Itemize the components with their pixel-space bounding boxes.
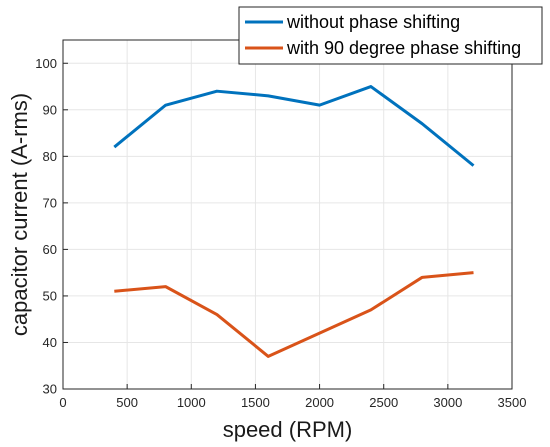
series-group (113, 85, 475, 358)
x-tick-label: 2000 (305, 395, 334, 410)
x-tick-label: 1500 (241, 395, 270, 410)
y-axis-title: capacitor current (A-rms) (7, 93, 32, 336)
x-axis-title: speed (RPM) (223, 417, 353, 442)
y-tick-label: 30 (43, 382, 57, 397)
series-line-with-90-degree-phase-shifting (114, 271, 474, 358)
legend: without phase shifting with 90 degree ph… (238, 6, 543, 65)
legend-label-without-phase-shifting: without phase shifting (286, 12, 460, 32)
y-tick-label: 50 (43, 288, 57, 303)
y-tick-label: 70 (43, 195, 57, 210)
y-tick-label: 90 (43, 102, 57, 117)
x-tick-label: 3500 (498, 395, 527, 410)
y-tick-label: 100 (35, 56, 57, 71)
legend-box (238, 6, 543, 65)
x-tick-label: 3000 (433, 395, 462, 410)
y-tick-label: 40 (43, 335, 57, 350)
y-tick-label: 60 (43, 242, 57, 257)
ticks: 0 500 1000 1500 2000 2500 3000 3500 30 40 50 60 70 80… (35, 56, 526, 410)
plot-area (63, 40, 512, 389)
x-tick-label: 1000 (177, 395, 206, 410)
x-tick-label: 500 (116, 395, 138, 410)
y-tick-label: 80 (43, 149, 57, 164)
x-tick-label: 2500 (369, 395, 398, 410)
x-tick-label: 0 (59, 395, 66, 410)
legend-label-with-90-degree-phase-shifting: with 90 degree phase shifting (286, 38, 521, 58)
series-line-without-phase-shifting (113, 85, 475, 167)
